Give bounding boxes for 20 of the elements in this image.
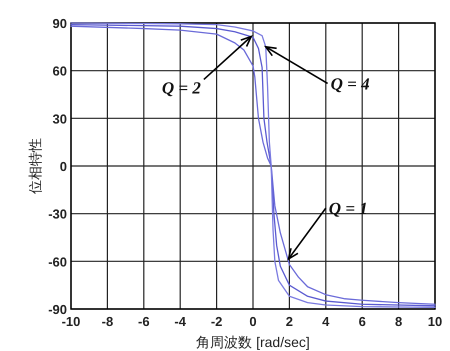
x-tick-label: -8 bbox=[102, 314, 114, 329]
x-tick-label: -6 bbox=[138, 314, 150, 329]
x-tick-label: -2 bbox=[210, 314, 222, 329]
x-tick-label: 8 bbox=[394, 314, 402, 329]
x-tick-label: -4 bbox=[174, 314, 187, 329]
x-tick-label: 4 bbox=[322, 314, 330, 329]
x-axis-title: 角周波数 [rad/sec] bbox=[196, 334, 310, 350]
x-tick-label: 6 bbox=[358, 314, 366, 329]
y-tick-label: 0 bbox=[60, 159, 67, 174]
x-tick-label: -10 bbox=[62, 314, 80, 329]
y-axis-title: 位相特性 bbox=[27, 138, 43, 194]
y-tick-label: -30 bbox=[48, 206, 67, 222]
y-tick-label: 30 bbox=[52, 111, 67, 126]
y-tick-label: -90 bbox=[48, 302, 67, 317]
x-tick-label: 0 bbox=[249, 314, 257, 329]
y-tick-label: -60 bbox=[48, 254, 67, 270]
y-tick-label: 60 bbox=[52, 64, 67, 79]
x-tick-label: 10 bbox=[428, 314, 442, 329]
x-tick-label: 2 bbox=[286, 314, 294, 329]
y-tick-label: 90 bbox=[52, 16, 67, 31]
